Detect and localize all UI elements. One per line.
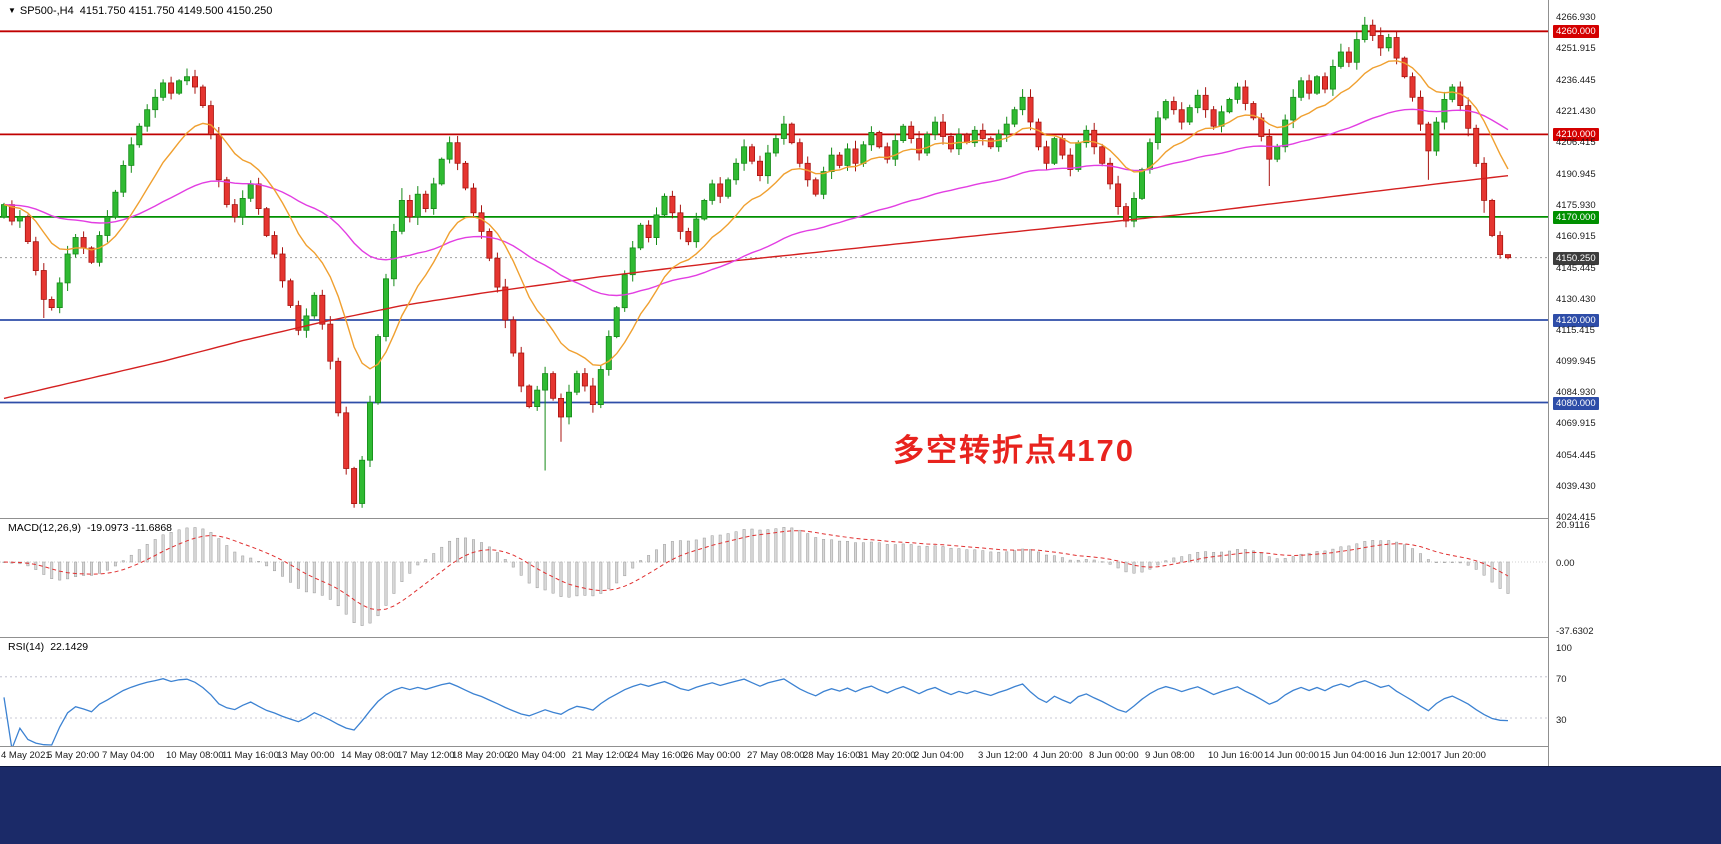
axis-label: 0.00 — [1556, 558, 1575, 569]
time-axis-label: 9 Jun 08:00 — [1145, 750, 1195, 761]
axis-label: 4150.250 — [1553, 251, 1599, 265]
axis-label: 4080.000 — [1553, 396, 1599, 410]
axis-label: 70 — [1556, 673, 1567, 685]
time-axis-label: 10 May 08:00 — [166, 750, 224, 761]
axis-label: 4190.945 — [1556, 168, 1596, 180]
time-axis-label: 18 May 20:00 — [452, 750, 510, 761]
axis-label: 100 — [1556, 643, 1572, 654]
time-axis-label: 15 Jun 04:00 — [1320, 750, 1375, 761]
rsi-chart[interactable] — [0, 638, 1548, 746]
axis-label: 4160.915 — [1556, 230, 1596, 242]
rsi-panel[interactable]: RSI(14) 22.1429 — [0, 638, 1721, 747]
time-axis-label: 7 May 04:00 — [102, 750, 155, 761]
axis-label: 4145.445 — [1556, 262, 1596, 274]
time-axis-label: 4 Jun 20:00 — [1033, 750, 1083, 761]
price-axis[interactable]: 4266.930 4260.000 4251.915 4236.445 4221.430… — [1548, 0, 1721, 766]
axis-label: 4115.415 — [1556, 324, 1595, 336]
axis-label: 4024.415 — [1556, 512, 1596, 524]
chart-title: ▼ SP500-,H4 4151.750 4151.750 4149.500 415… — [8, 5, 278, 17]
macd-signal-line — [3, 530, 1509, 611]
time-axis-label: 3 Jun 12:00 — [978, 750, 1028, 761]
axis-label: 4175.930 — [1556, 199, 1596, 211]
rsi-header: RSI(14) 22.1429 — [8, 641, 94, 653]
main-chart-panel[interactable]: ▼ SP500-,H4 4151.750 4151.750 4149.500 415… — [0, 0, 1721, 519]
axis-label: 20.9116 — [1556, 520, 1590, 532]
axis-label: 4206.415 — [1556, 136, 1596, 148]
time-axis-label: 8 Jun 00:00 — [1089, 750, 1139, 761]
ma-red-line — [3, 175, 1509, 400]
time-axis-label: 5 May 20:00 — [47, 750, 100, 761]
time-axis-label: 28 May 16:00 — [803, 750, 861, 761]
macd-chart[interactable] — [0, 519, 1548, 637]
macd-panel[interactable]: MACD(12,26,9) -19.0973 -11.6868 — [0, 519, 1721, 638]
axis-label: 4260.000 — [1553, 25, 1599, 39]
time-axis-label: 13 May 00:00 — [277, 750, 335, 761]
rsi-values: 22.1429 — [50, 641, 89, 653]
axis-label: 4084.930 — [1556, 387, 1596, 399]
rsi-line — [3, 678, 1509, 746]
macd-values: -19.0973 -11.6868 — [86, 522, 172, 534]
axis-label: 4170.000 — [1553, 210, 1599, 224]
axis-label: 30 — [1556, 715, 1567, 726]
taskbar[interactable] — [0, 766, 1721, 844]
macd-header: MACD(12,26,9) -19.0973 -11.6868 — [8, 522, 178, 534]
rsi-label: RSI(14) — [8, 641, 45, 653]
time-axis-label: 27 May 08:00 — [747, 750, 805, 761]
axis-label: -37.6302 — [1556, 626, 1594, 638]
axis-label: 4221.430 — [1556, 105, 1596, 117]
time-axis-label: 14 May 08:00 — [341, 750, 399, 761]
time-axis-label: 20 May 04:00 — [508, 750, 566, 761]
axis-label: 4099.945 — [1556, 356, 1596, 368]
time-axis-label: 21 May 12:00 — [572, 750, 630, 761]
trade-annotation: 多空转折点4170 — [893, 433, 1135, 468]
time-axis-label: 17 May 12:00 — [397, 750, 455, 761]
time-axis-label: 11 May 16:00 — [222, 750, 279, 761]
time-axis-label: 4 May 2021 — [1, 750, 51, 761]
axis-label: 4039.430 — [1556, 481, 1596, 493]
axis-label: 4210.000 — [1553, 128, 1599, 142]
axis-label: 4236.445 — [1556, 74, 1596, 86]
time-axis[interactable]: 4 May 2021 5 May 20:00 7 May 04:00 10 May 0… — [0, 747, 1721, 766]
axis-label: 4130.430 — [1556, 293, 1596, 305]
time-axis-label: 31 May 20:00 — [858, 750, 916, 761]
time-axis-label: 17 Jun 20:00 — [1431, 750, 1486, 761]
time-axis-label: 16 Jun 12:00 — [1376, 750, 1431, 761]
time-axis-label: 26 May 00:00 — [683, 750, 741, 761]
axis-label: 4069.915 — [1556, 418, 1596, 430]
ma-orange-line — [3, 60, 1509, 370]
ohlc-readout: 4151.750 4151.750 4149.500 4150.250 — [79, 5, 273, 17]
axis-label: 4120.000 — [1553, 314, 1599, 327]
symbol-timeframe-label: SP500-,H4 — [19, 5, 74, 17]
time-axis-label: 10 Jun 16:00 — [1208, 750, 1263, 761]
axis-label: 4054.445 — [1556, 450, 1596, 462]
axis-label: 4251.915 — [1556, 43, 1596, 54]
symbol-dropdown-icon[interactable]: ▼ — [8, 6, 16, 15]
axis-label: 4266.930 — [1556, 12, 1596, 24]
time-axis-label: 24 May 16:00 — [628, 750, 686, 761]
time-axis-label: 14 Jun 00:00 — [1264, 750, 1319, 761]
macd-label: MACD(12,26,9) — [8, 522, 81, 534]
ma-magenta-line — [3, 108, 1509, 297]
time-axis-label: 2 Jun 04:00 — [914, 750, 964, 761]
candlestick-chart[interactable] — [0, 0, 1548, 518]
